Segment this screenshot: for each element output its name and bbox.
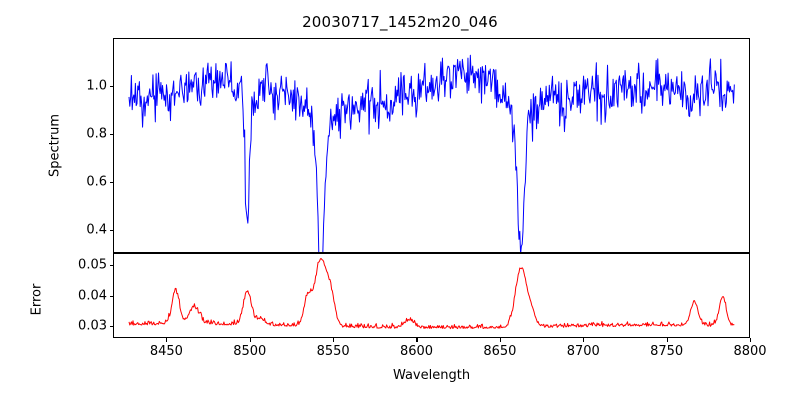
x-tick-mark xyxy=(666,338,668,342)
x-axis-label: Wavelength xyxy=(392,368,471,383)
x-tick-label: 8750 xyxy=(650,344,684,359)
y-tick-label: 0.05 xyxy=(78,257,107,273)
y-tick-mark xyxy=(109,182,113,184)
x-tick-label: 8500 xyxy=(233,344,267,359)
spectrum-line xyxy=(128,54,735,252)
x-tick-label: 8700 xyxy=(566,344,600,359)
x-tick-label: 8800 xyxy=(733,344,767,359)
x-tick-label: 8550 xyxy=(316,344,350,359)
x-tick-mark xyxy=(249,338,251,342)
error-panel xyxy=(113,253,750,338)
x-tick-label: 8450 xyxy=(149,344,183,359)
x-tick-mark xyxy=(166,338,168,342)
x-tick-mark xyxy=(583,338,585,342)
y-tick-label: 0.4 xyxy=(86,222,107,238)
y-tick-mark xyxy=(109,86,113,88)
y-tick-label: 0.04 xyxy=(78,288,107,303)
y-tick-label: 0.8 xyxy=(86,126,107,142)
y-tick-label: 0.03 xyxy=(78,318,107,334)
y-tick-mark xyxy=(109,326,113,328)
x-tick-label: 8600 xyxy=(399,344,434,359)
y-tick-mark xyxy=(109,264,113,266)
y-tick-mark xyxy=(109,295,113,297)
x-tick-mark xyxy=(750,338,752,342)
spectrum-panel xyxy=(113,38,750,253)
y-tick-mark xyxy=(109,230,113,232)
spectrum-trace xyxy=(128,54,735,252)
x-tick-mark xyxy=(499,338,501,342)
error-line xyxy=(128,258,735,330)
error-trace xyxy=(128,258,735,330)
x-tick-mark xyxy=(333,338,335,342)
y-tick-mark xyxy=(109,134,113,136)
y-tick-label: 1.0 xyxy=(86,78,107,94)
figure-title: 20030717_1452m20_046 xyxy=(302,13,498,31)
x-tick-mark xyxy=(416,338,418,342)
y-tick-label: 0.6 xyxy=(86,174,107,190)
x-tick-label: 8650 xyxy=(483,344,517,359)
